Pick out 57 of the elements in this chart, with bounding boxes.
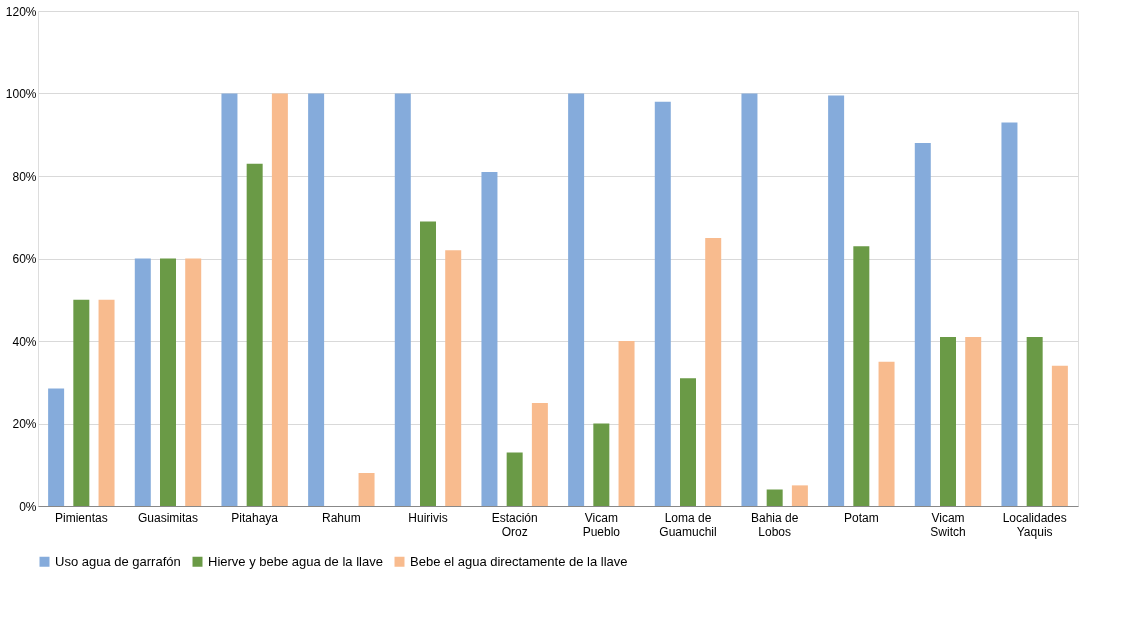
bar bbox=[134, 258, 151, 506]
bar bbox=[853, 246, 870, 506]
x-tick-label: Rahum bbox=[321, 510, 361, 525]
x-tick-label: Localidades Yaquis bbox=[1002, 510, 1067, 539]
y-tick-label: 20% bbox=[12, 417, 37, 431]
bar bbox=[680, 378, 696, 506]
y-tick-label: 120% bbox=[5, 4, 37, 19]
x-tick-label: Estación Oroz bbox=[491, 510, 538, 539]
bar bbox=[1001, 122, 1018, 506]
bar bbox=[185, 258, 202, 506]
bar bbox=[1026, 336, 1043, 506]
bar bbox=[98, 299, 115, 506]
bar bbox=[160, 258, 176, 506]
x-tick-label: Guasimitas bbox=[137, 510, 199, 525]
bar bbox=[221, 93, 238, 506]
y-tick-label: 60% bbox=[12, 252, 37, 266]
bar bbox=[271, 93, 288, 506]
y-tick-label: 80% bbox=[12, 169, 37, 184]
bar bbox=[741, 93, 758, 506]
bar bbox=[531, 402, 548, 506]
bar bbox=[914, 143, 931, 506]
bar bbox=[654, 101, 671, 506]
x-tick-label: Vicam Pueblo bbox=[582, 510, 621, 539]
bar bbox=[593, 423, 610, 506]
bar bbox=[73, 299, 90, 506]
legend-label: Hierve y bebe agua de la llave bbox=[208, 553, 383, 569]
bar bbox=[48, 388, 65, 506]
bar bbox=[828, 95, 845, 506]
bar bbox=[791, 485, 808, 506]
x-tick-label: Potam bbox=[843, 510, 879, 525]
x-tick-label: Pitahaya bbox=[231, 510, 279, 525]
bar bbox=[618, 341, 635, 506]
bar bbox=[445, 250, 462, 506]
bar bbox=[705, 237, 722, 506]
legend-label: Bebe el agua directamente de la llave bbox=[410, 553, 628, 569]
bar bbox=[1051, 365, 1068, 506]
bar bbox=[568, 93, 585, 506]
bar bbox=[308, 93, 325, 506]
bar bbox=[965, 336, 982, 506]
x-tick-label: Vicam Switch bbox=[930, 510, 966, 539]
x-tick-label: Huirivis bbox=[408, 510, 448, 525]
bar bbox=[506, 452, 523, 506]
bar bbox=[766, 489, 783, 506]
bar bbox=[420, 221, 436, 506]
bar bbox=[878, 361, 895, 506]
x-tick-label: Pimientas bbox=[54, 510, 108, 525]
x-tick-label: Loma de Guamuchil bbox=[659, 510, 717, 539]
bar bbox=[246, 163, 263, 506]
y-tick-label: 0% bbox=[19, 499, 37, 514]
bar bbox=[358, 473, 375, 506]
bar bbox=[481, 171, 498, 506]
y-tick-label: 40% bbox=[12, 334, 37, 349]
y-tick-label: 100% bbox=[5, 87, 37, 101]
bar bbox=[394, 93, 411, 506]
bar bbox=[940, 336, 956, 506]
legend-label: Uso agua de garrafón bbox=[55, 553, 181, 569]
x-tick-label: Bahia de Lobos bbox=[750, 510, 799, 539]
